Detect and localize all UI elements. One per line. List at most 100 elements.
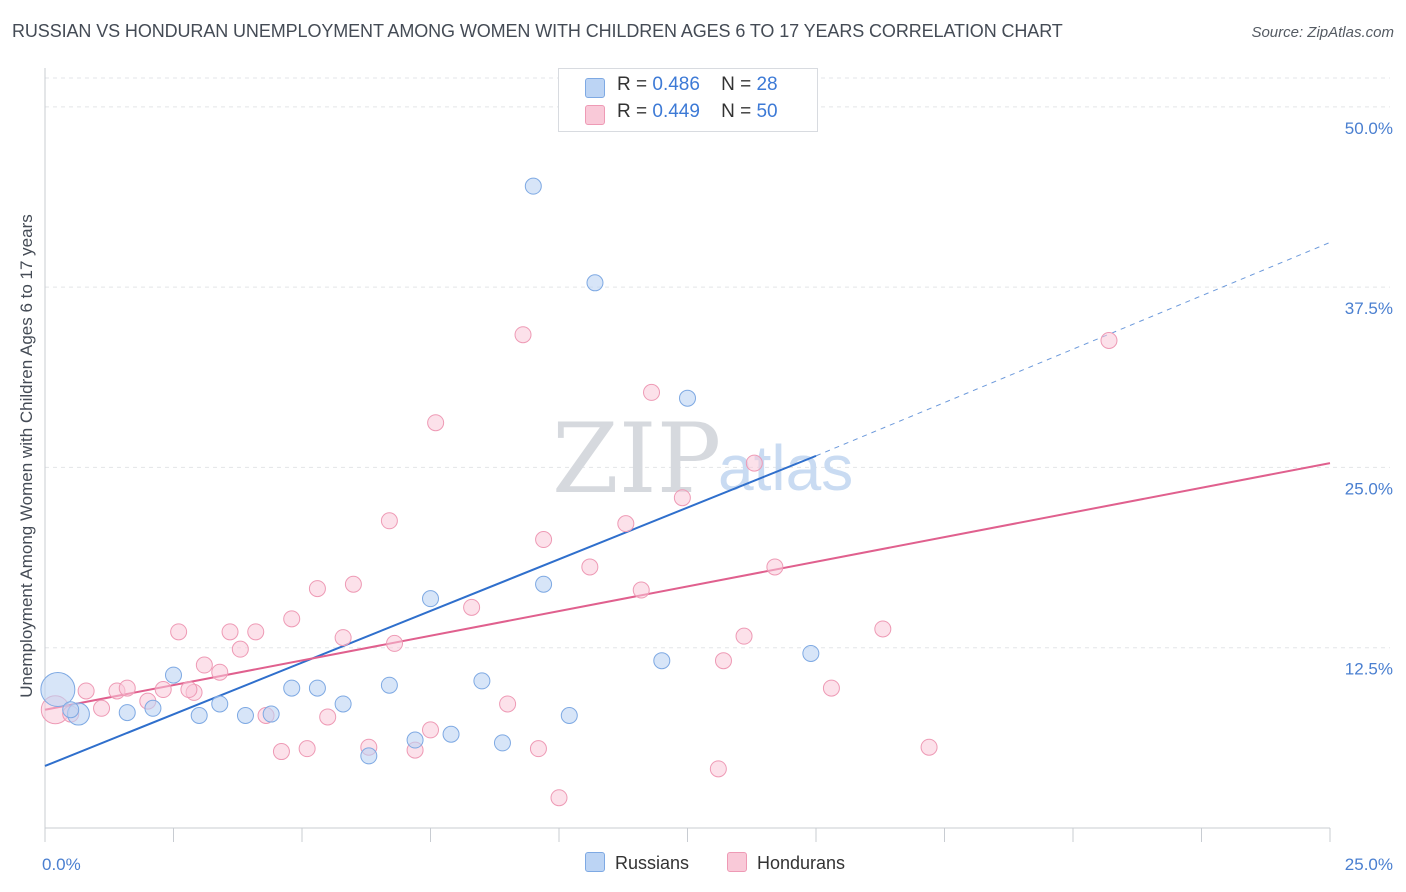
russians-swatch <box>585 78 605 98</box>
honduran-point <box>529 740 547 758</box>
honduran-point <box>77 682 95 700</box>
honduran-point <box>93 699 111 717</box>
y-tick-label: 37.5% <box>1345 299 1393 318</box>
russian-point <box>442 725 460 743</box>
y-tick-label: 12.5% <box>1345 660 1393 679</box>
russian-point <box>360 747 378 765</box>
russian-point <box>560 707 578 724</box>
hondurans-legend-swatch <box>727 852 747 872</box>
r-label: R = <box>617 74 648 95</box>
honduran-point <box>822 679 840 697</box>
honduran-point <box>766 558 784 576</box>
honduran-point <box>170 623 188 641</box>
russian-point <box>262 705 280 723</box>
honduran-point <box>714 652 732 670</box>
correlation-legend: R = 0.486 N = 28 R = 0.449 N = 50 <box>558 68 818 132</box>
russian-point <box>473 672 491 690</box>
honduran-point <box>499 695 517 713</box>
n-label: N = <box>721 74 752 95</box>
honduran-point <box>298 740 316 758</box>
r-value: 0.449 <box>652 101 700 122</box>
russians-points <box>40 94 820 765</box>
honduran-point <box>272 743 290 761</box>
source-label: Source: ZipAtlas.com <box>1251 24 1394 41</box>
honduran-point <box>617 515 635 533</box>
chart-title: RUSSIAN VS HONDURAN UNEMPLOYMENT AMONG W… <box>12 21 1063 41</box>
honduran-point <box>735 627 753 645</box>
honduran-point <box>427 414 445 432</box>
bottom-legend-hondurans: Hondurans <box>727 852 845 874</box>
honduran-point <box>118 679 136 697</box>
x-tick-label: 0.0% <box>42 855 81 874</box>
russian-point <box>40 672 76 708</box>
russians-trend-extension <box>815 241 1331 457</box>
russian-point <box>165 666 182 684</box>
russians-legend-swatch <box>585 852 605 872</box>
x-tick-label: 25.0% <box>1345 855 1393 874</box>
honduran-point <box>180 681 198 699</box>
honduran-point <box>344 575 362 593</box>
russian-point <box>283 679 301 697</box>
russian-point <box>653 652 671 670</box>
honduran-point <box>673 489 691 507</box>
russian-point <box>679 389 696 407</box>
honduran-point <box>581 558 599 576</box>
hondurans-stats: R = 0.449 N = 50 <box>617 101 778 123</box>
honduran-point <box>308 580 326 598</box>
honduran-point <box>231 640 249 658</box>
russians-stats: R = 0.486 N = 28 <box>617 74 778 96</box>
honduran-point <box>319 708 337 726</box>
russian-point <box>118 704 136 722</box>
honduran-point <box>211 663 229 681</box>
hondurans-legend-label: Hondurans <box>757 853 846 873</box>
russian-point <box>236 707 254 724</box>
russian-point <box>334 695 352 713</box>
bottom-legend-russians: Russians <box>585 852 689 874</box>
russians-trend-line <box>44 454 817 767</box>
honduran-point <box>1100 332 1118 349</box>
y-tick-label: 25.0% <box>1345 479 1393 498</box>
honduran-point <box>154 681 172 699</box>
r-value: 0.486 <box>652 74 700 95</box>
honduran-point <box>380 512 398 530</box>
honduran-point <box>334 629 352 647</box>
honduran-point <box>632 581 650 599</box>
n-label: N = <box>721 101 752 122</box>
honduran-point <box>422 721 439 739</box>
honduran-point <box>709 760 727 778</box>
honduran-point <box>745 454 763 472</box>
y-tick-label: 50.0% <box>1345 119 1393 138</box>
russian-point <box>586 274 604 292</box>
honduran-point <box>514 326 532 344</box>
russian-point <box>422 590 439 608</box>
russian-point <box>190 707 208 724</box>
hondurans-swatch <box>585 105 605 125</box>
honduran-point <box>283 610 301 628</box>
honduran-point <box>535 531 553 549</box>
honduran-point <box>874 620 892 638</box>
n-value: 50 <box>756 101 778 122</box>
honduran-point <box>221 623 239 641</box>
honduran-point <box>247 623 265 641</box>
honduran-point <box>550 789 568 807</box>
honduran-point <box>920 738 938 756</box>
n-value: 28 <box>756 74 778 95</box>
hondurans-trend-line <box>44 462 1331 711</box>
russian-point <box>493 734 511 752</box>
russian-point <box>62 701 80 719</box>
russians-legend-label: Russians <box>615 853 690 873</box>
r-label: R = <box>617 101 648 122</box>
watermark-zip: ZIP <box>552 403 721 515</box>
russian-point <box>211 695 229 713</box>
trend-lines <box>44 241 1331 767</box>
honduran-point <box>643 383 661 401</box>
hondurans-points <box>40 326 1118 807</box>
honduran-point <box>386 634 404 652</box>
russian-point <box>802 644 820 662</box>
russian-point <box>144 699 162 717</box>
honduran-point <box>463 598 481 616</box>
axis-ticks: 12.5% 25.0% 37.5% 50.0% 0.0% 25.0% <box>42 119 1393 874</box>
russian-point <box>524 177 542 195</box>
russian-point <box>308 679 326 697</box>
gridlines <box>45 77 1390 649</box>
